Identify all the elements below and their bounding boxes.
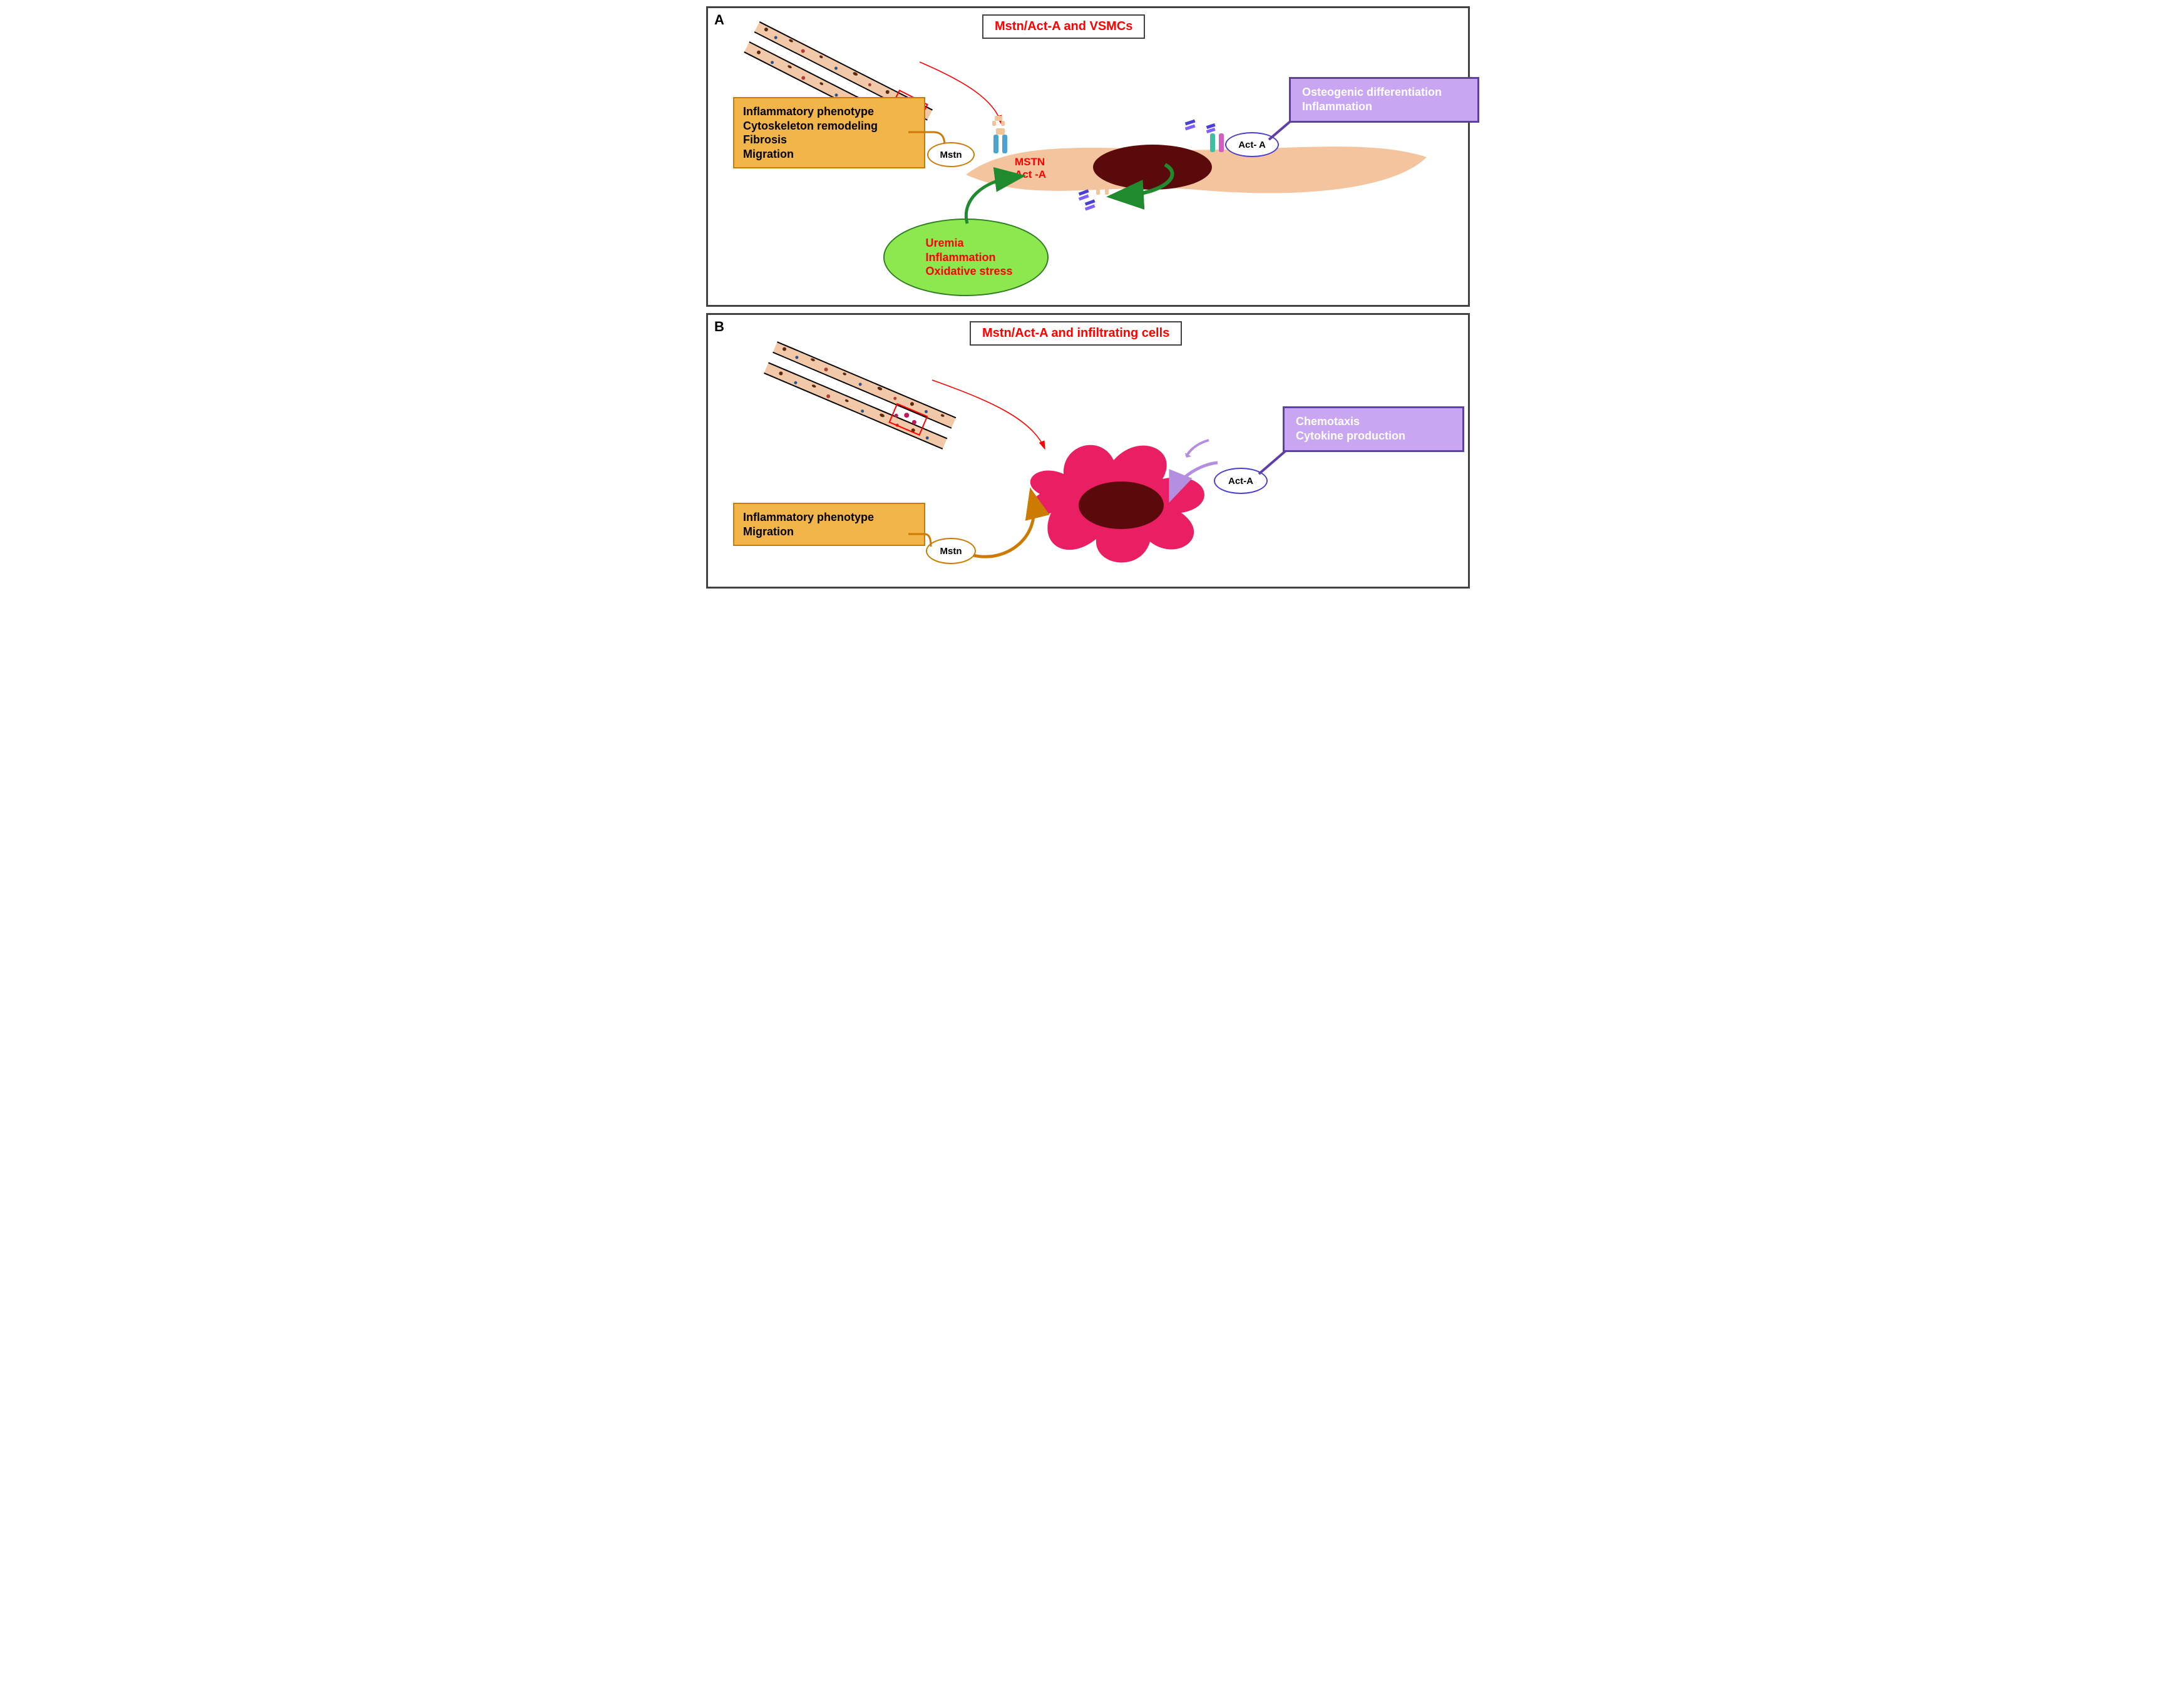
purple-b-line1: Chemotaxis (1296, 414, 1451, 429)
panel-b-letter: B (714, 319, 724, 335)
mstn-box-connector-b (907, 529, 945, 560)
purple-a-line1: Osteogenic differentiation (1302, 85, 1466, 100)
orange-a-line1: Inflammatory phenotype (743, 105, 915, 119)
acta-to-cell-arrow-b (1165, 458, 1240, 514)
green-a-line2: Inflammation (925, 250, 1012, 265)
green-a-line3: Oxidative stress (925, 264, 1012, 279)
purple-box-a: Osteogenic differentiation Inflammation (1289, 77, 1479, 123)
mstn-ligand-a (991, 112, 1006, 127)
green-to-cell-arrow-a (958, 175, 1034, 231)
acta-label-a: Act- A (1238, 140, 1266, 150)
panel-b: B Mstn/Act-A and infiltrating cells (706, 313, 1470, 589)
purple-a-line2: Inflammation (1302, 100, 1466, 114)
acta-ligand-a (1184, 120, 1201, 132)
orange-box-b: Inflammatory phenotype Migration (733, 503, 925, 546)
autocrine-arrow-a (1102, 161, 1184, 205)
orange-a-line4: Migration (743, 147, 915, 162)
orange-b-line1: Inflammatory phenotype (743, 510, 915, 525)
panel-a-title: Mstn/Act-A and VSMCs (995, 19, 1132, 33)
orange-b-line3: Migration (743, 525, 915, 539)
panel-b-title-box: Mstn/Act-A and infiltrating cells (970, 321, 1182, 346)
panel-a-letter: A (714, 12, 724, 28)
panel-b-title: Mstn/Act-A and infiltrating cells (982, 326, 1169, 340)
purple-b-line2: Cytokine production (1296, 429, 1451, 443)
orange-a-line2: Cytoskeleton remodeling (743, 119, 915, 133)
purple-box-b: Chemotaxis Cytokine production (1283, 406, 1464, 452)
mstn-to-cell-arrow-b (968, 488, 1069, 569)
figure-root: A Mstn/Act-A and VSMCs (700, 0, 1476, 595)
panel-a-title-box: Mstn/Act-A and VSMCs (982, 14, 1145, 39)
orange-box-a: Inflammatory phenotype Cytoskeleton remo… (733, 97, 925, 168)
orange-a-line3: Fibrosis (743, 133, 915, 147)
cell-internal-mstn: MSTN (1015, 156, 1046, 168)
green-a-line1: Uremia (925, 236, 1012, 250)
panel-a: A Mstn/Act-A and VSMCs (706, 6, 1470, 307)
acta-entry-arrow-b (1181, 438, 1219, 463)
